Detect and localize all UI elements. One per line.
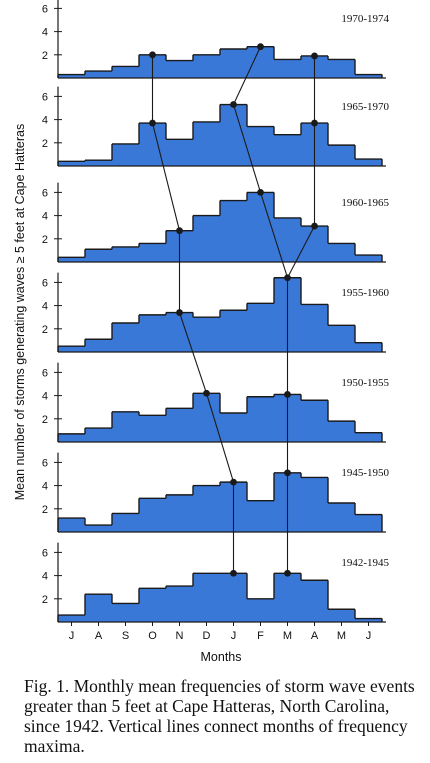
x-axis-label: Months [201, 650, 242, 664]
y-tick-label: 4 [42, 211, 48, 223]
maximum-marker-1965-1970-O [149, 119, 156, 127]
y-tick-label: 4 [42, 481, 48, 493]
y-tick-label: 6 [42, 367, 48, 379]
panel-1955-1960: 2 4 6 1955-1960 [42, 272, 389, 353]
y-tick-label: 2 [42, 234, 48, 246]
month-label-11: J [366, 630, 372, 642]
maximum-marker-1942-1945-M [284, 569, 291, 577]
maximum-marker-1965-1970-A [311, 119, 318, 127]
panel-1942-1945: 2 4 6 1942-1945 [42, 542, 389, 623]
month-label-7: F [257, 630, 264, 642]
y-tick-label: 6 [42, 91, 48, 103]
y-tick-label: 4 [42, 115, 48, 127]
y-tick-label: 6 [42, 277, 48, 289]
maximum-marker-1955-1960-N [176, 309, 183, 316]
y-tick-label: 6 [42, 457, 48, 469]
area-fill [58, 472, 382, 532]
maximum-marker-1950-1955-M [284, 391, 291, 398]
month-label-8: M [283, 630, 292, 642]
panel-1945-1950: 2 4 6 1945-1950 [42, 452, 389, 533]
maximum-marker-1950-1955-D [203, 389, 210, 397]
y-tick-label: 2 [42, 504, 48, 516]
maximum-marker-1970-1974-F [257, 43, 264, 51]
panel-1965-1970: 2 4 6 1965-1970 [42, 86, 389, 167]
storm-frequency-figure: 2 4 6 1970-1974 2 4 6 1965-1970 2 4 6 1960-1965 2 4 6 1… [13, 0, 389, 664]
maxima-connector-3 [287, 55, 316, 279]
maximum-marker-1960-1965-A [311, 222, 318, 230]
maximum-marker-1955-1960-M [284, 274, 291, 282]
maximum-marker-1970-1974-A [311, 52, 318, 60]
maximum-marker-1945-1950-M [284, 469, 291, 477]
maximum-marker-1942-1945-J [230, 569, 237, 577]
panel-1950-1955: 2 4 6 1950-1955 [42, 362, 389, 443]
panel-1970-1974: 2 4 6 1970-1974 [42, 0, 389, 79]
y-tick-label: 6 [42, 3, 48, 15]
area-fill [58, 104, 382, 166]
maximum-marker-1965-1970-J [230, 101, 237, 108]
panel-1960-1965: 2 4 6 1960-1965 [42, 182, 389, 263]
month-label-2: S [122, 630, 129, 642]
month-label-0: J [69, 630, 75, 642]
maxima-connectors [149, 43, 318, 577]
y-tick-label: 2 [42, 414, 48, 426]
y-tick-label: 4 [42, 301, 48, 313]
y-tick-label: 4 [42, 391, 48, 403]
period-label: 1945-1950 [341, 467, 389, 479]
month-label-3: O [148, 630, 157, 642]
maximum-marker-1945-1950-J [230, 478, 237, 486]
month-label-9: A [311, 630, 319, 642]
maximum-marker-1960-1965-F [257, 189, 264, 196]
period-label: 1950-1955 [341, 377, 389, 389]
area-fill [58, 573, 382, 622]
y-tick-label: 6 [42, 187, 48, 199]
figure-caption: Fig. 1. Monthly mean frequencies of stor… [24, 676, 415, 756]
y-tick-label: 2 [42, 50, 48, 62]
month-label-1: A [95, 630, 103, 642]
period-label: 1955-1960 [341, 287, 389, 299]
period-label: 1965-1970 [341, 101, 389, 113]
month-label-5: D [203, 630, 211, 642]
maximum-marker-1960-1965-N [176, 227, 183, 235]
y-tick-label: 2 [42, 324, 48, 336]
y-axis-label: Mean number of storms generating waves ≥… [13, 124, 27, 501]
y-tick-label: 2 [42, 138, 48, 150]
area-fill [58, 46, 382, 78]
month-label-10: M [337, 630, 346, 642]
y-tick-label: 4 [42, 27, 48, 39]
period-label: 1960-1965 [341, 197, 389, 209]
y-tick-label: 4 [42, 571, 48, 583]
period-label: 1942-1945 [341, 557, 389, 569]
y-tick-label: 6 [42, 547, 48, 559]
area-fill [58, 393, 382, 442]
panels-layer: 2 4 6 1970-1974 2 4 6 1965-1970 2 4 6 1960-1965 2 4 6 1… [42, 0, 389, 623]
month-label-6: J [231, 630, 237, 642]
month-label-4: N [176, 630, 184, 642]
period-label: 1970-1974 [341, 13, 389, 25]
y-tick-label: 2 [42, 594, 48, 606]
maximum-marker-1970-1974-O [149, 51, 156, 59]
